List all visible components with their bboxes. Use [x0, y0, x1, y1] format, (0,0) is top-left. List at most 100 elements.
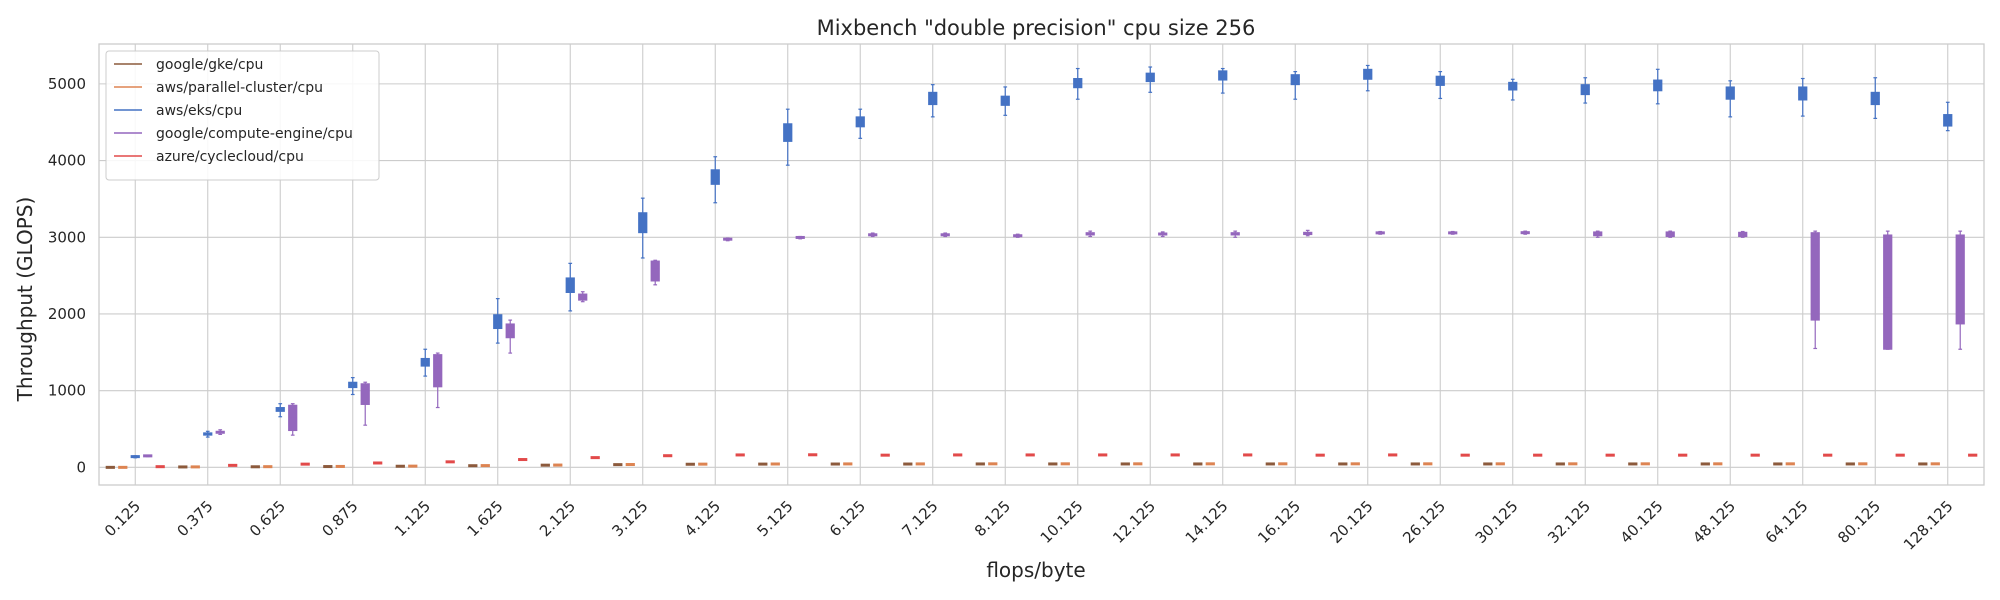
x-tick-label: 80.125	[1834, 497, 1884, 547]
box-iqr	[638, 212, 648, 234]
legend-box	[105, 50, 380, 181]
box-plot	[1640, 462, 1650, 466]
box-plot	[203, 430, 213, 438]
box-plot	[1230, 230, 1240, 238]
x-tick-label: 10.125	[1037, 497, 1087, 547]
box-plot	[710, 156, 720, 204]
series-google-compute-engine-cpu	[143, 229, 1965, 458]
box-iqr	[650, 260, 660, 282]
box-plot	[1798, 77, 1808, 117]
box-plot	[300, 462, 310, 466]
legend-item: azure/cyclecloud/cpu	[114, 149, 304, 165]
x-tick-label: 7.125	[898, 497, 941, 540]
box-plot	[843, 462, 853, 466]
x-tick-label: 40.125	[1617, 497, 1667, 547]
x-tick-label: 30.125	[1472, 497, 1522, 547]
box-iqr	[1955, 234, 1965, 325]
box-plot	[1290, 71, 1300, 100]
box-plot	[335, 464, 345, 468]
x-tick-label: 1.625	[463, 497, 506, 540]
box-plot	[770, 462, 780, 466]
box-plot	[1265, 462, 1275, 466]
box-plot	[1968, 453, 1978, 457]
x-tick-label: 8.125	[971, 497, 1014, 540]
box-plot	[1060, 462, 1070, 466]
box-plot	[1243, 453, 1253, 457]
box-plot	[1930, 462, 1940, 466]
box-plot	[1918, 462, 1928, 466]
x-axis-label: flops/byte	[986, 558, 1085, 582]
box-plot	[1845, 462, 1855, 466]
x-tick-label: 0.875	[318, 497, 361, 540]
x-tick-label: 64.125	[1762, 497, 1812, 547]
x-tick-label: 0.375	[173, 497, 216, 540]
box-plot	[1435, 71, 1445, 100]
x-axis-ticks: 0.125 0.375 0.625 0.875 1.125 1.625 2.125 3.125…	[101, 497, 1957, 554]
box-plot	[228, 463, 238, 467]
box-plot	[880, 453, 890, 457]
x-tick-label: 6.125	[826, 497, 869, 540]
box-plot	[1943, 101, 1953, 132]
series-aws-parallel-cluster-cpu	[118, 462, 1940, 469]
box-iqr	[1810, 232, 1820, 321]
box-plot	[493, 298, 503, 344]
box-plot	[1653, 68, 1663, 105]
y-tick-label: 3000	[48, 228, 86, 246]
box-plot	[1338, 462, 1348, 466]
box-plot	[1025, 453, 1035, 457]
legend-label: google/compute-engine/cpu	[156, 126, 353, 142]
x-tick-label: 1.125	[391, 497, 434, 540]
box-plot	[130, 455, 140, 459]
box-plot	[1483, 462, 1493, 466]
box-iqr	[360, 383, 370, 405]
box-plot	[373, 461, 383, 465]
box-plot	[395, 464, 405, 468]
box-plot	[685, 462, 695, 466]
box-plot	[1858, 462, 1868, 466]
box-plot	[1315, 453, 1325, 457]
box-plot	[1870, 77, 1880, 119]
box-plot	[155, 465, 165, 469]
y-axis-ticks: 0 1000 2000 3000 4000 5000	[48, 75, 86, 476]
box-plot	[323, 465, 333, 469]
box-plot	[263, 465, 273, 469]
box-plot	[1460, 453, 1470, 457]
box-plot	[1773, 462, 1783, 466]
box-plot	[408, 464, 418, 468]
box-plot	[143, 454, 153, 458]
box-plot	[1628, 462, 1638, 466]
legend-item: aws/eks/cpu	[114, 103, 242, 119]
y-tick-label: 5000	[48, 75, 86, 93]
box-plot	[1158, 231, 1168, 238]
y-axis-label: Throughput (GLOPS)	[13, 197, 37, 403]
box-plot	[1508, 78, 1518, 101]
series-azure-cyclecloud-cpu	[155, 453, 1978, 469]
box-plot	[250, 465, 260, 469]
box-plot	[540, 463, 550, 467]
boxes-layer	[105, 64, 1978, 469]
box-plot	[1363, 64, 1373, 92]
box-plot	[1725, 80, 1735, 118]
box-plot	[1678, 453, 1688, 457]
box-plot	[1170, 453, 1180, 457]
box-plot	[1410, 462, 1420, 466]
legend-item: google/compute-engine/cpu	[114, 126, 353, 142]
box-plot	[1193, 462, 1203, 466]
x-tick-label: 0.125	[101, 497, 144, 540]
x-tick-label: 0.625	[246, 497, 289, 540]
box-plot	[118, 465, 128, 469]
box-plot	[1303, 229, 1313, 237]
box-plot	[663, 454, 673, 458]
box-plot	[735, 453, 745, 457]
box-plot	[1145, 66, 1155, 93]
box-plot	[1700, 462, 1710, 466]
box-plot	[928, 84, 938, 118]
box-plot	[1098, 453, 1108, 457]
x-tick-label: 5.125	[753, 497, 796, 540]
box-plot	[348, 377, 358, 396]
legend-label: google/gke/cpu	[156, 57, 263, 73]
box-plot	[868, 232, 878, 238]
series-google-gke-cpu	[105, 462, 1928, 469]
x-tick-label: 16.125	[1254, 497, 1304, 547]
